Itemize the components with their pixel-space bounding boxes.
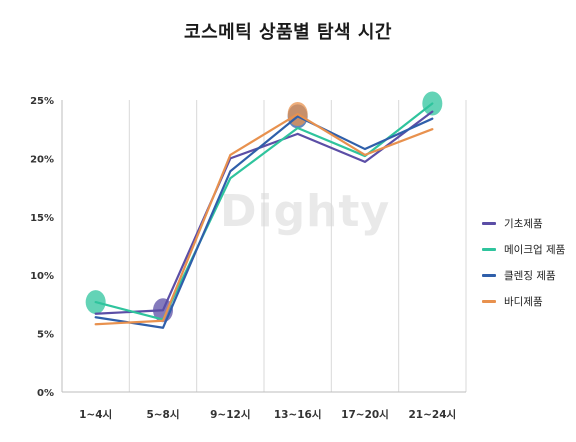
legend: 기초제품 메이크업 제품 클렌징 제품 바디제품 [482, 210, 565, 314]
y-tick-labels: 0% 5% 10% 15% 20% 25% [30, 96, 54, 399]
x-tick-label: 1~4시 [79, 409, 112, 421]
legend-item: 메이크업 제품 [482, 236, 565, 262]
y-tick-label: 5% [37, 330, 54, 341]
grid-lines [128, 100, 467, 392]
legend-swatch-1 [482, 247, 496, 251]
series-lines [94, 102, 434, 329]
x-tick-label: 5~8시 [146, 409, 179, 421]
x-tick-labels: 1~4시 5~8시 9~12시 13~16시 17~20시 21~24시 [79, 409, 456, 421]
axes [61, 100, 466, 393]
watermark: Dighty [220, 186, 391, 237]
legend-swatch-3 [482, 299, 496, 303]
series-line [94, 110, 434, 315]
x-tick-label: 13~16시 [274, 409, 322, 421]
x-tick-label: 9~12시 [210, 409, 250, 421]
legend-label: 바디제품 [504, 295, 543, 308]
legend-item: 기초제품 [482, 210, 565, 236]
legend-item: 바디제품 [482, 288, 565, 314]
x-tick-label: 17~20시 [341, 409, 389, 421]
series-line [94, 112, 434, 326]
y-tick-label: 25% [30, 96, 54, 107]
series-line [94, 102, 434, 321]
y-tick-label: 0% [37, 388, 54, 399]
legend-label: 메이크업 제품 [504, 243, 566, 256]
y-tick-label: 10% [30, 271, 54, 282]
y-tick-label: 20% [30, 154, 54, 165]
legend-item: 클렌징 제품 [482, 262, 565, 288]
legend-swatch-0 [482, 221, 496, 225]
series-line [94, 115, 434, 329]
y-tick-label: 15% [30, 213, 54, 224]
chart-title: 코스메틱 상품별 탐색 시간 [184, 22, 392, 43]
x-tick-label: 21~24시 [408, 409, 456, 421]
legend-label: 클렌징 제품 [504, 269, 556, 282]
legend-label: 기초제품 [504, 217, 543, 230]
legend-swatch-2 [482, 273, 496, 277]
